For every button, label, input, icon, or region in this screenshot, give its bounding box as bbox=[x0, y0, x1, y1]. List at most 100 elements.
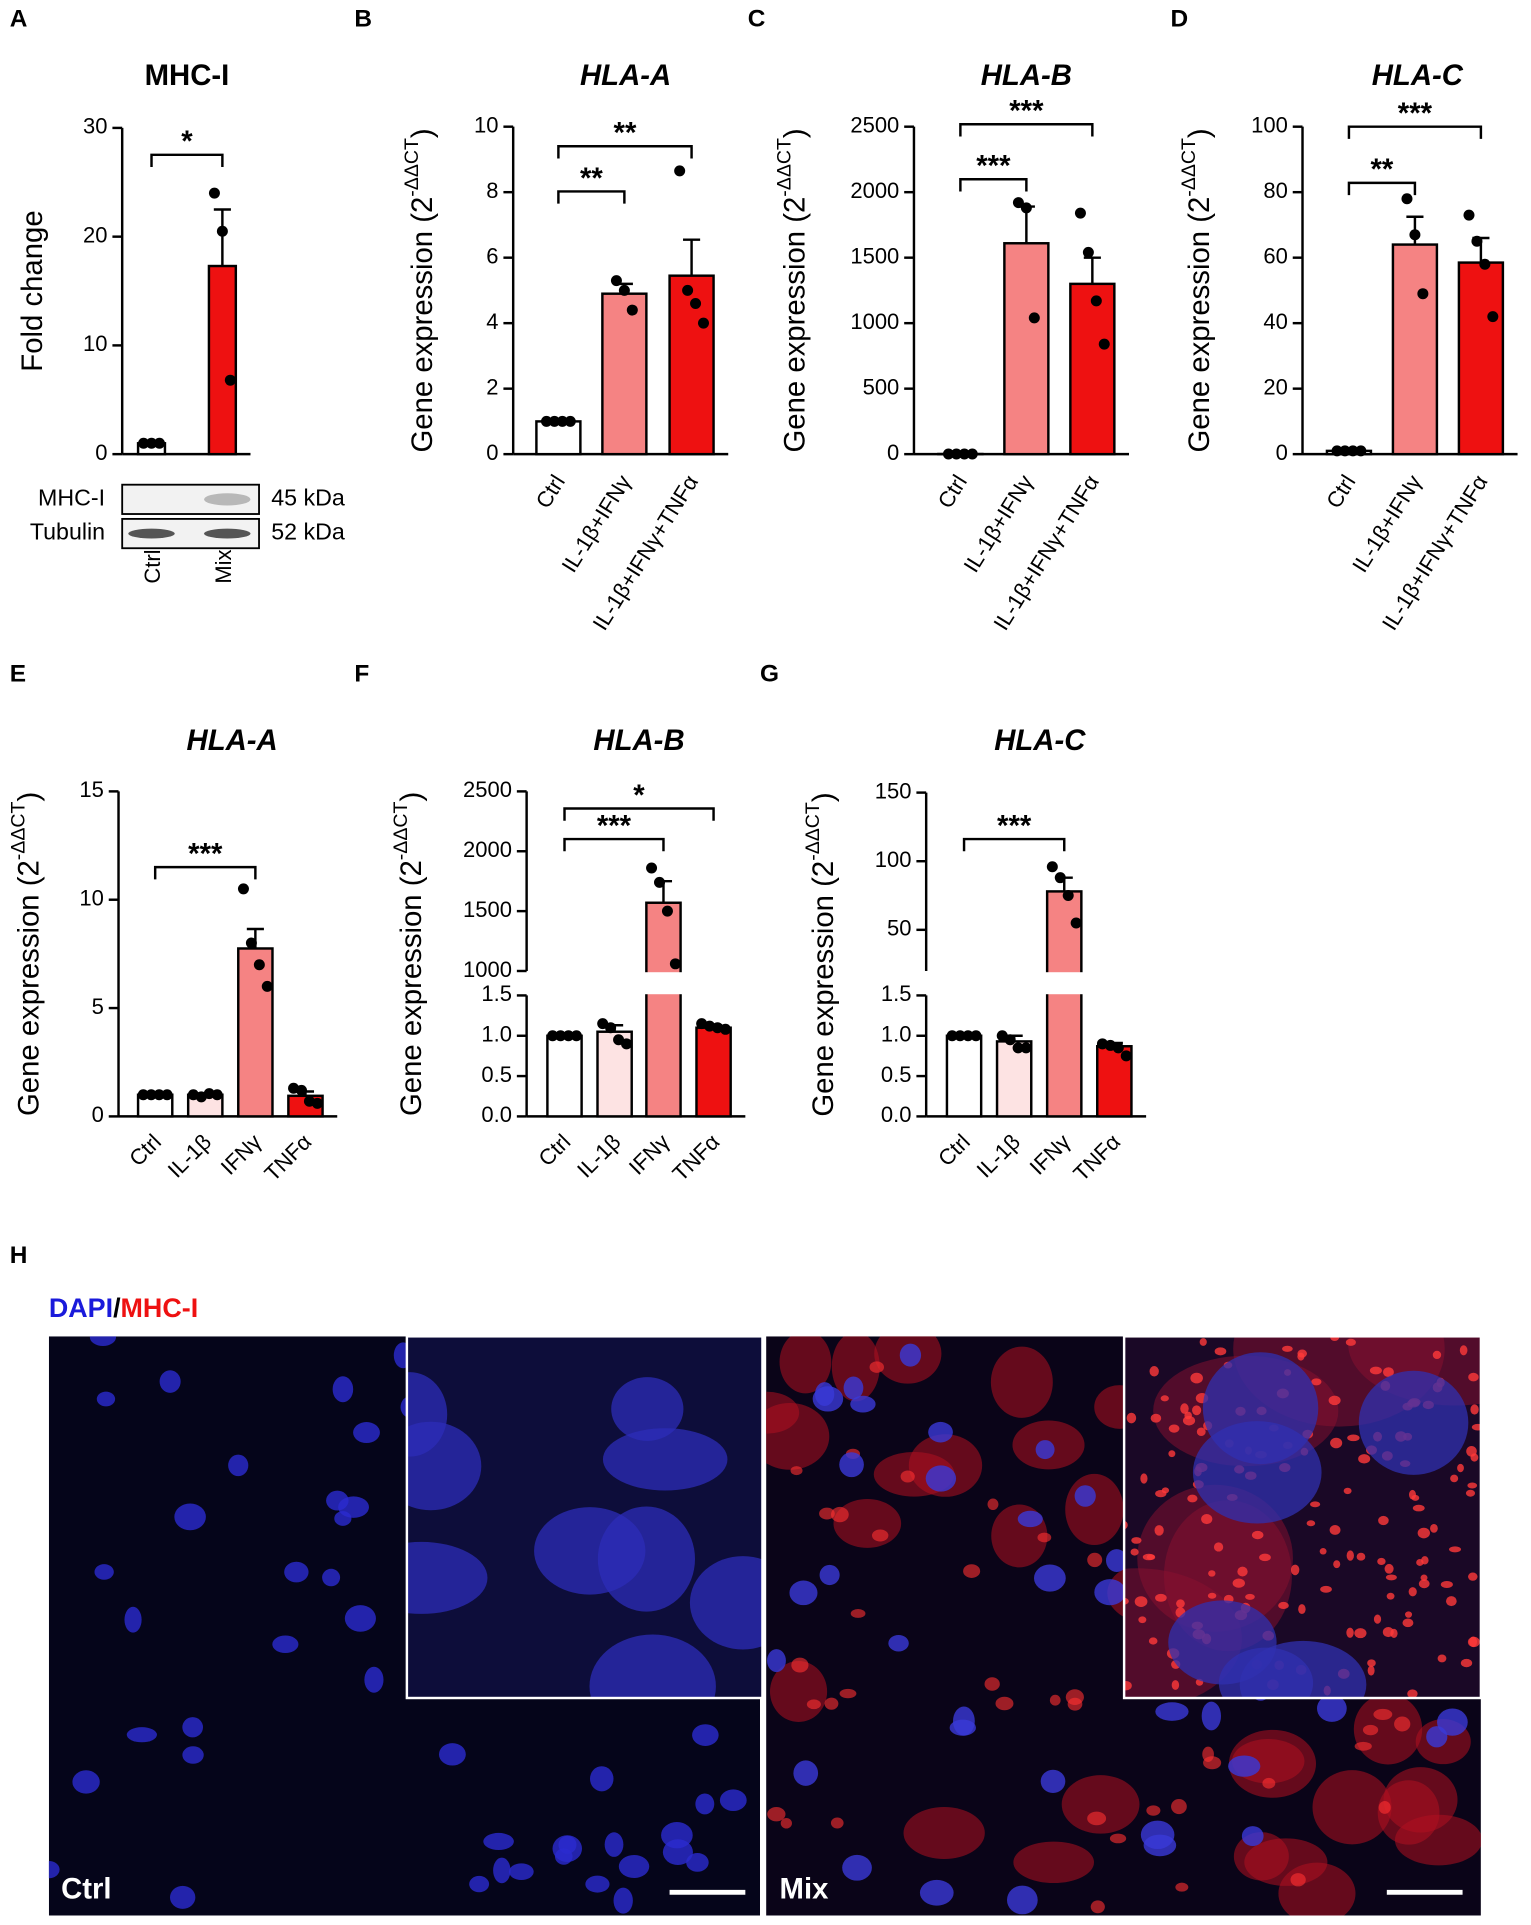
cell bbox=[1197, 1427, 1206, 1436]
y-tick-label: 0.5 bbox=[481, 1062, 512, 1087]
x-tick-label: TNFα bbox=[259, 1129, 316, 1186]
cell bbox=[1110, 1834, 1126, 1844]
data-point bbox=[1487, 311, 1498, 322]
y-tick-label: 4 bbox=[486, 309, 498, 334]
cell bbox=[553, 1835, 582, 1862]
cell bbox=[1320, 1548, 1327, 1555]
cell bbox=[1147, 1554, 1155, 1560]
y-tick-label: 100 bbox=[875, 847, 912, 872]
cell bbox=[1409, 1490, 1416, 1500]
cell bbox=[825, 1698, 839, 1710]
y-axis-label-part: Gene expression (2 bbox=[807, 861, 840, 1117]
y-axis-label-part: Gene expression (2 bbox=[395, 860, 428, 1116]
y-tick-label: 6 bbox=[486, 243, 498, 268]
cell bbox=[322, 1569, 340, 1586]
cell bbox=[1297, 1353, 1304, 1361]
cell bbox=[1201, 1514, 1212, 1524]
x-tick-label: IFNγ bbox=[1025, 1129, 1075, 1179]
cell bbox=[900, 1344, 921, 1367]
y-tick-label: 0.5 bbox=[881, 1062, 912, 1087]
data-point bbox=[698, 318, 709, 329]
y-axis-label-part: ) bbox=[807, 792, 840, 802]
y-tick-label: 500 bbox=[863, 374, 900, 399]
cell bbox=[695, 1793, 714, 1814]
y-tick-label: 1500 bbox=[463, 897, 512, 922]
cell bbox=[1413, 1505, 1425, 1512]
cell bbox=[1344, 1488, 1352, 1494]
x-tick-label: Mix bbox=[211, 549, 236, 583]
cell bbox=[1330, 1525, 1341, 1535]
cell bbox=[1368, 1666, 1375, 1676]
cell bbox=[1151, 1414, 1162, 1423]
data-point bbox=[1029, 312, 1040, 323]
cell bbox=[1450, 1475, 1458, 1483]
x-tick-label: IFNγ bbox=[624, 1129, 674, 1179]
x-tick-label: Ctrl bbox=[140, 549, 165, 583]
cell bbox=[840, 1689, 857, 1698]
cell bbox=[1310, 1501, 1320, 1507]
cell bbox=[1307, 1520, 1316, 1526]
cell bbox=[953, 1706, 975, 1735]
cell bbox=[97, 1392, 115, 1407]
cell bbox=[1131, 1537, 1141, 1544]
cell bbox=[920, 1880, 954, 1906]
bar bbox=[646, 903, 680, 1117]
data-point bbox=[646, 863, 657, 874]
data-point bbox=[970, 1030, 981, 1041]
cell bbox=[364, 1667, 383, 1693]
blot-size: 45 kDa bbox=[271, 484, 345, 510]
cell bbox=[1282, 1346, 1293, 1352]
x-tick-label: IL-1β bbox=[163, 1129, 216, 1182]
data-point bbox=[662, 906, 673, 917]
data-point bbox=[1071, 917, 1082, 928]
cell bbox=[1466, 1446, 1477, 1457]
cell bbox=[160, 1370, 181, 1393]
cell bbox=[1394, 1717, 1410, 1732]
cell bbox=[585, 1876, 609, 1893]
data-point bbox=[262, 981, 273, 992]
sig-label: *** bbox=[597, 809, 632, 842]
cell bbox=[1430, 1524, 1438, 1533]
sig-label: *** bbox=[997, 809, 1032, 842]
cell bbox=[182, 1717, 203, 1737]
blot-label: MHC-I bbox=[38, 484, 105, 510]
x-tick-label: TNFα bbox=[668, 1129, 725, 1186]
data-point bbox=[621, 1038, 632, 1049]
cell bbox=[1034, 1564, 1066, 1591]
data-point bbox=[670, 958, 681, 969]
x-tick-label: TNFα bbox=[1068, 1129, 1125, 1186]
data-point bbox=[619, 285, 630, 296]
cell bbox=[1041, 1770, 1066, 1793]
cell bbox=[1172, 1680, 1179, 1690]
panel-letter: B bbox=[354, 5, 372, 32]
cell bbox=[334, 1511, 351, 1526]
cell bbox=[720, 1789, 747, 1811]
cell bbox=[767, 1649, 786, 1672]
cell bbox=[1470, 1404, 1478, 1414]
condition-label: Mix bbox=[780, 1872, 830, 1905]
data-point bbox=[209, 188, 220, 199]
data-point bbox=[1055, 872, 1066, 883]
y-tick-label: 20 bbox=[1263, 374, 1287, 399]
cell bbox=[1140, 1473, 1147, 1483]
cell bbox=[839, 1452, 864, 1477]
cell bbox=[807, 1699, 821, 1709]
cell bbox=[1291, 1565, 1299, 1576]
cell bbox=[1457, 1464, 1464, 1472]
condition-label: Ctrl bbox=[61, 1872, 111, 1905]
data-point bbox=[1409, 229, 1420, 240]
y-tick-label: 1.5 bbox=[881, 981, 912, 1006]
bar bbox=[1459, 263, 1503, 455]
cell bbox=[793, 1760, 818, 1786]
cell bbox=[1192, 1405, 1201, 1415]
cell bbox=[1405, 1611, 1412, 1617]
cell bbox=[904, 1807, 985, 1859]
data-point bbox=[1113, 1042, 1124, 1053]
cell bbox=[1433, 1351, 1441, 1359]
y-axis-label-part: Gene expression (2 bbox=[778, 197, 811, 453]
cell bbox=[1066, 1689, 1084, 1705]
cell bbox=[1370, 1367, 1382, 1375]
inset-ctrl bbox=[355, 1336, 796, 1738]
sig-label: *** bbox=[976, 150, 1011, 183]
